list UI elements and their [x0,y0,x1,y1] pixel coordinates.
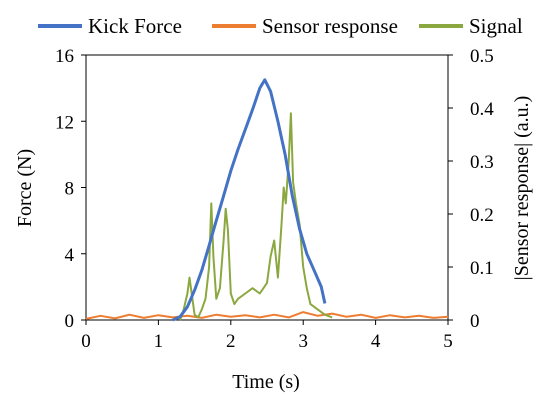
y-right-tick-label: 0.2 [470,205,494,226]
x-axis-title: Time (s) [232,371,300,393]
y-left-tick-label: 8 [65,179,75,200]
x-tick-label: 4 [371,331,381,352]
y-right-tick-label: 0.3 [470,152,494,173]
y-left-tick-label: 16 [55,46,74,67]
series-sensor-response-line [85,311,449,320]
legend-signal-label: Signal [469,14,523,38]
y-right-tick-label: 0.1 [470,258,494,279]
legend-sensor-response-label: Sensor response [262,14,398,38]
y-left-tick-label: 12 [55,112,74,133]
x-tick-label: 1 [154,331,164,352]
y-right-tick-label: 0.5 [470,46,494,67]
series-layer [85,78,449,322]
x-tick-label: 3 [298,331,308,352]
x-tick-label: 0 [81,331,91,352]
y-right-axis-title: |Sensor response| (a.u.) [511,96,533,281]
series-signal-line [179,112,333,321]
x-tick-label: 2 [226,331,236,352]
legend-kick-force-label: Kick Force [88,14,182,38]
legend: Kick Force Sensor response Signal [38,14,523,38]
y-left-axis-title: Force (N) [14,149,36,227]
y-left-tick-label: 4 [65,245,75,266]
y-right-tick-label: 0 [470,311,480,332]
y-right-tick-label: 0.4 [470,99,494,120]
x-tick-label: 5 [443,331,453,352]
y-left-tick-label: 0 [65,311,75,332]
series-kick-force-line [172,78,327,322]
